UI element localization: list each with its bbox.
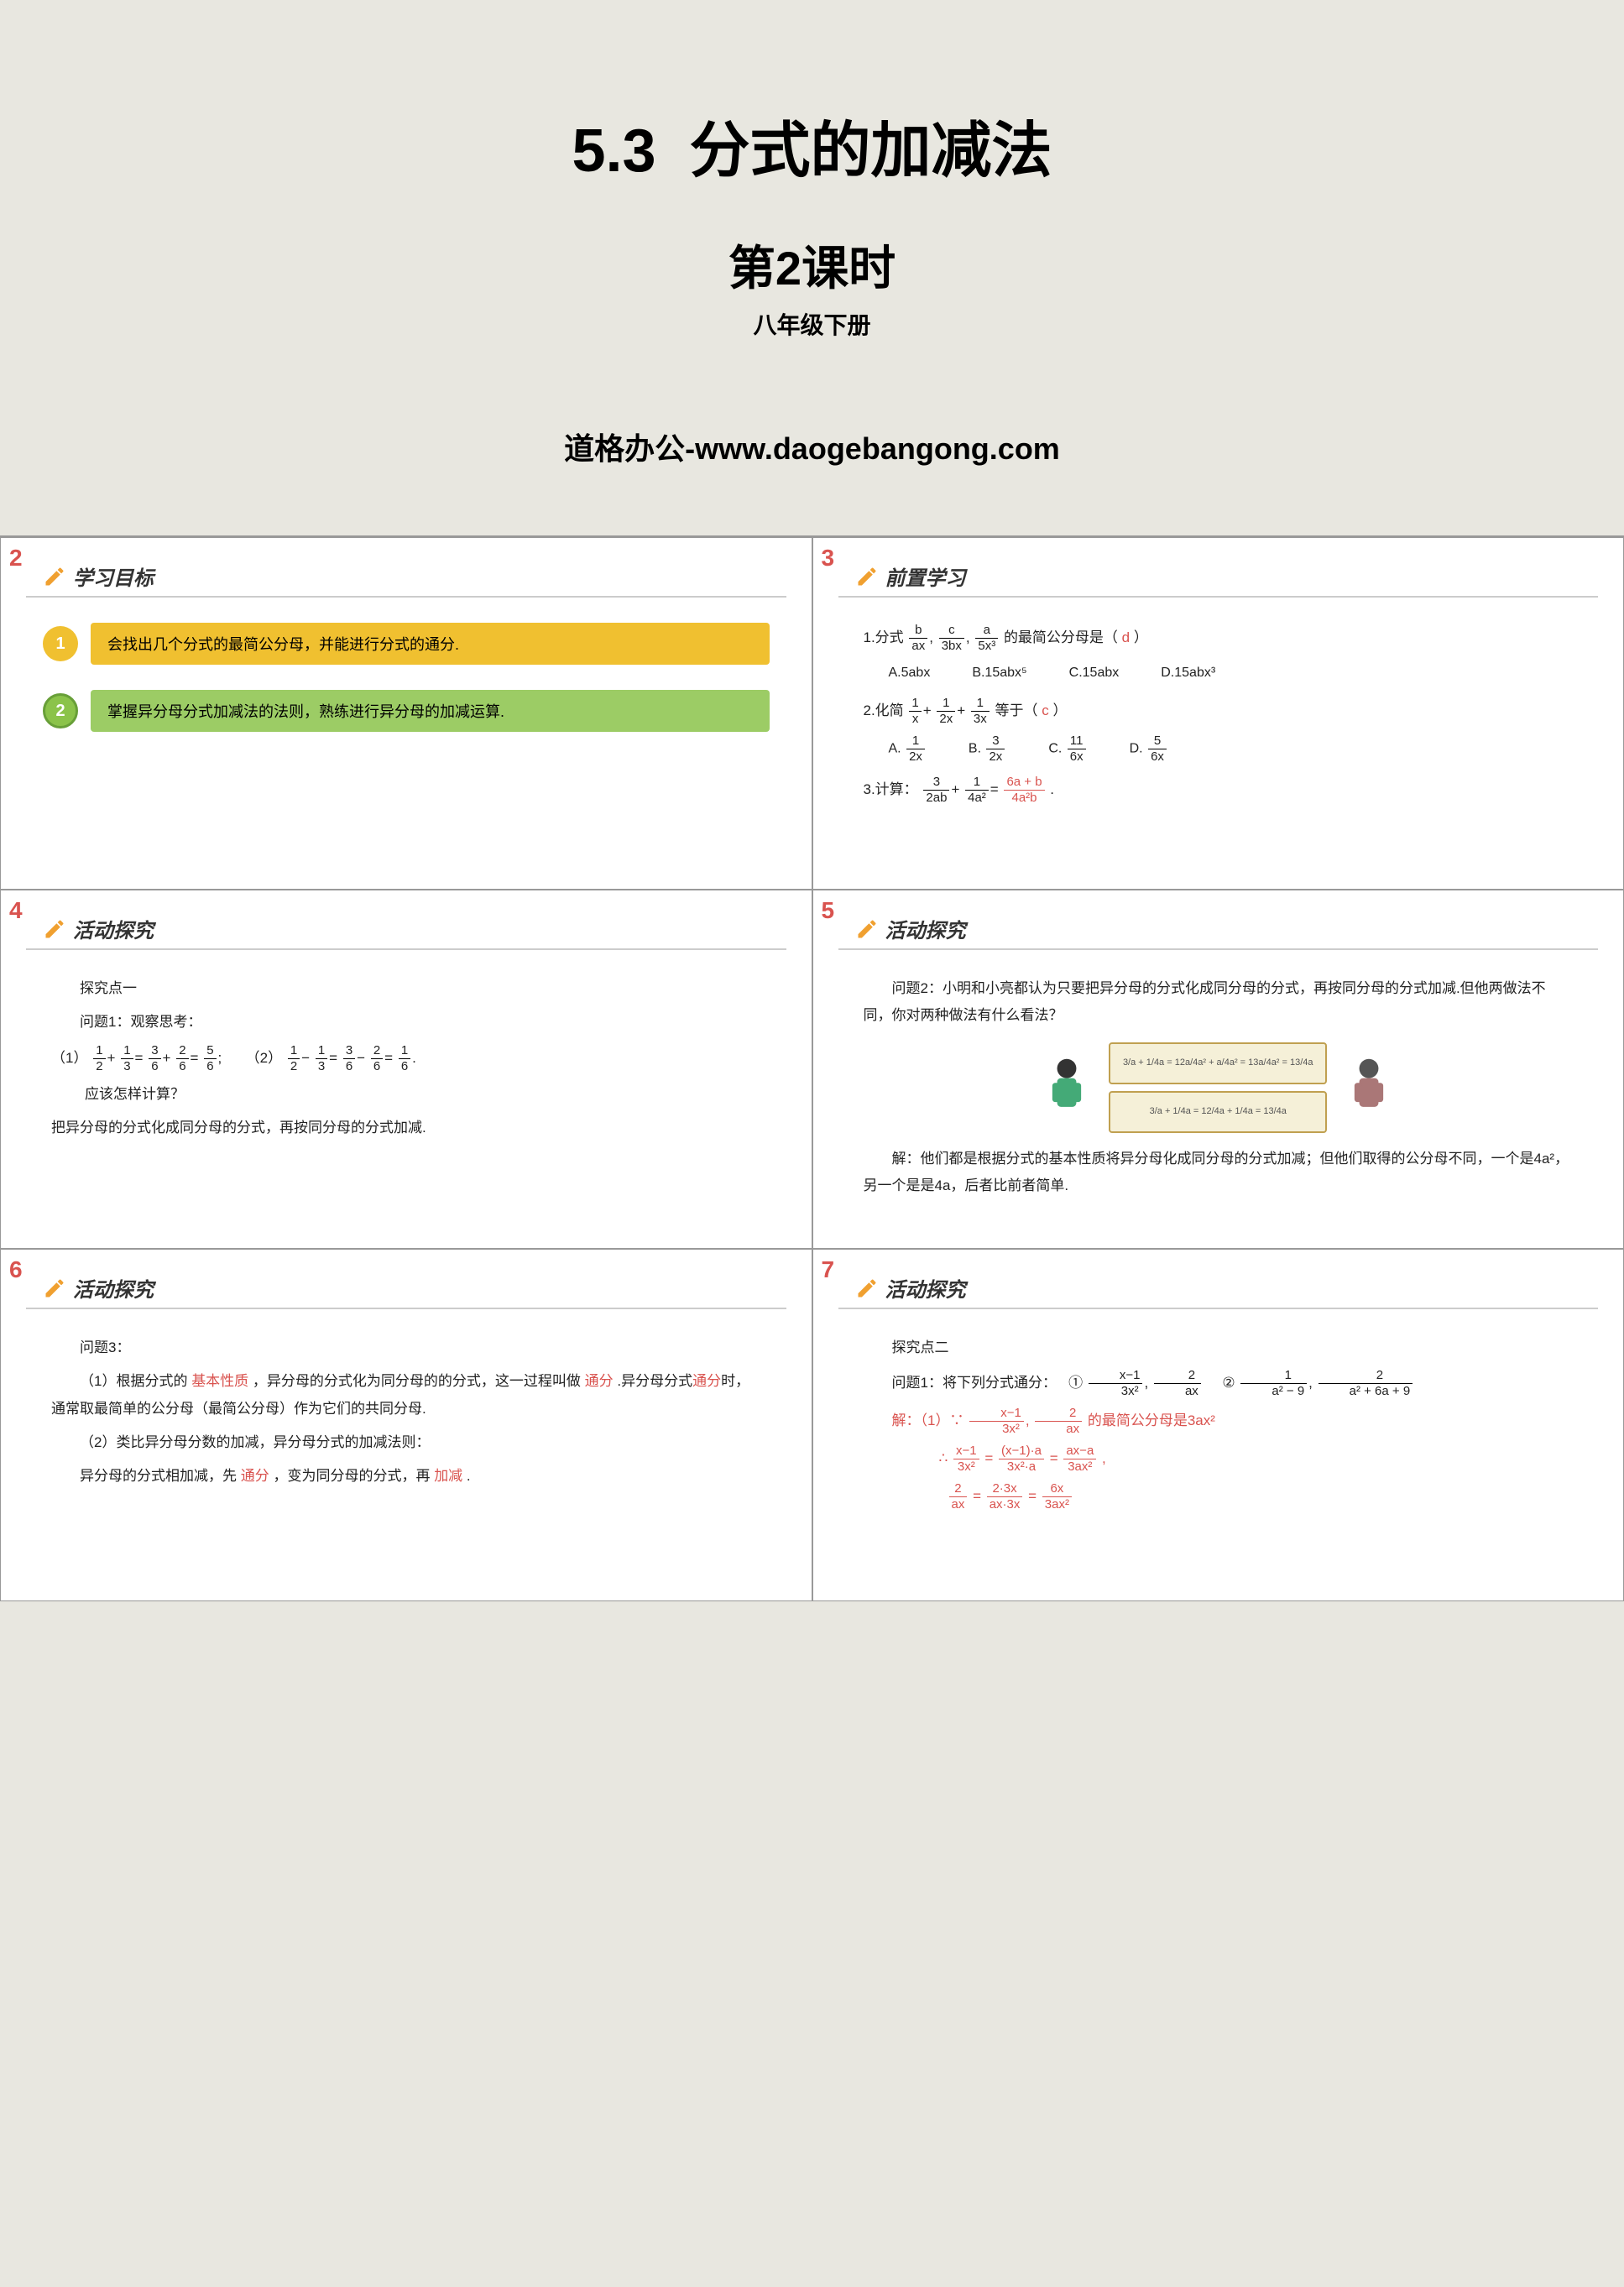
grade-label: 八年级下册	[34, 307, 1590, 341]
goal-text: 会找出几个分式的最简公分母，并能进行分式的通分.	[91, 623, 770, 665]
pencil-icon	[855, 1277, 879, 1300]
slide-header: 活动探究	[838, 1273, 1599, 1309]
options: A.5abx B.15abx⁵ C.15abx D.15abx³	[889, 661, 1574, 686]
slide-header: 活动探究	[26, 1273, 786, 1309]
solution-line-2: ∴ x−13x² = (x−1)·a3x²·a = ax−a3ax² ,	[939, 1444, 1574, 1475]
pencil-icon	[855, 565, 879, 588]
question-label: 问题1：观察思考：	[51, 1009, 761, 1036]
content: 探究点一 问题1：观察思考： （1） 12+ 13= 36+ 26= 56; （…	[26, 967, 786, 1157]
slide-title: 活动探究	[73, 914, 154, 943]
site-url: 道格办公-www.daogebangong.com	[34, 425, 1590, 468]
sub-heading: 探究点二	[864, 1334, 1574, 1361]
slide-header: 活动探究	[26, 914, 786, 950]
board-2: 3/a + 1/4a = 12/4a + 1/4a = 13/4a	[1109, 1091, 1327, 1133]
slide-header: 前置学习	[838, 561, 1599, 598]
slide-header: 学习目标	[26, 561, 786, 598]
pencil-icon	[43, 917, 66, 941]
board-1: 3/a + 1/4a = 12a/4a² + a/4a² = 13a/4a² =…	[1109, 1042, 1327, 1084]
slide-number: 5	[822, 897, 835, 924]
goal-2: 2 掌握异分母分式加减法的法则，熟练进行异分母的加减运算.	[43, 690, 770, 732]
question-label: 问题3：	[51, 1334, 761, 1361]
hint: 应该怎样计算？	[85, 1081, 761, 1108]
slide-3: 3 前置学习 1.分式 bax, c3bx, a5x³ 的最简公分母是（ d ）…	[812, 537, 1624, 890]
goal-number: 1	[43, 626, 78, 661]
question-3: 3.计算： 32ab+ 14a²= 6a + b4a²b .	[864, 775, 1574, 806]
slide-7: 7 活动探究 探究点二 问题1：将下列分式通分： ① x−13x², 2ax ②…	[812, 1249, 1624, 1601]
slide-title: 前置学习	[885, 561, 966, 591]
slide-4: 4 活动探究 探究点一 问题1：观察思考： （1） 12+ 13= 36+ 26…	[0, 890, 812, 1249]
slide-title: 活动探究	[73, 1273, 154, 1303]
answer-text: 把异分母的分式化成同分母的分式，再按同分母的分式加减.	[51, 1115, 761, 1141]
goal-1: 1 会找出几个分式的最简公分母，并能进行分式的通分.	[43, 623, 770, 665]
slide-number: 2	[9, 545, 23, 572]
question-2: 2.化简 1x+ 12x+ 13x 等于（ c ）	[864, 696, 1574, 727]
lesson-title: 第2课时	[34, 231, 1590, 299]
slide-5: 5 活动探究 问题2：小明和小亮都认为只要把异分母的分式化成同分母的分式，再按同…	[812, 890, 1624, 1249]
content: 探究点二 问题1：将下列分式通分： ① x−13x², 2ax ② 1a² − …	[838, 1326, 1599, 1527]
person-icon	[1344, 1054, 1394, 1121]
options: A. 12x B. 32x C. 116x D. 56x	[889, 734, 1574, 765]
question-1: 1.分式 bax, c3bx, a5x³ 的最简公分母是（ d ）	[864, 623, 1574, 654]
slide-title: 活动探究	[885, 1273, 966, 1303]
solution-line-1: 解：（1）∵ x−13x², 2ax 的最简公分母是3ax²	[864, 1406, 1574, 1437]
goal-number: 2	[43, 693, 78, 728]
sub-heading: 探究点一	[51, 975, 761, 1002]
slide-number: 6	[9, 1256, 23, 1283]
pencil-icon	[43, 1277, 66, 1300]
content: 问题3： （1）根据分式的 基本性质 ，异分母的分式化为同分母的的分式，这一过程…	[26, 1326, 786, 1505]
pencil-icon	[43, 565, 66, 588]
solution-text: 解：他们都是根据分式的基本性质将异分母化成同分母的分式加减；但他们取得的公分母不…	[864, 1146, 1574, 1200]
page-title: 5.3 分式的加减法	[34, 101, 1590, 189]
person-icon	[1042, 1054, 1092, 1121]
slide-2: 2 学习目标 1 会找出几个分式的最简公分母，并能进行分式的通分. 2 掌握异分…	[0, 537, 812, 890]
equation-row: （1） 12+ 13= 36+ 26= 56; （2） 12− 13= 36− …	[51, 1043, 761, 1074]
slide-6: 6 活动探究 问题3： （1）根据分式的 基本性质 ，异分母的分式化为同分母的的…	[0, 1249, 812, 1601]
content: 问题2：小明和小亮都认为只要把异分母的分式化成同分母的分式，再按同分母的分式加减…	[838, 967, 1599, 1214]
solution-line-3: 2ax = 2·3xax·3x = 6x3ax²	[948, 1481, 1574, 1512]
slide-number: 3	[822, 545, 835, 572]
pencil-icon	[855, 917, 879, 941]
para-1: （1）根据分式的 基本性质 ，异分母的分式化为同分母的的分式，这一过程叫做 通分…	[51, 1368, 761, 1423]
slide-number: 4	[9, 897, 23, 924]
title-slide: 5.3 分式的加减法 第2课时 八年级下册 道格办公-www.daogebang…	[0, 0, 1624, 537]
goal-text: 掌握异分母分式加减法的法则，熟练进行异分母的加减运算.	[91, 690, 770, 732]
para-3: 异分母的分式相加减，先 通分 ，变为同分母的分式，再 加减 .	[51, 1463, 761, 1490]
slide-header: 活动探究	[838, 914, 1599, 950]
question-text: 问题1：将下列分式通分： ① x−13x², 2ax ② 1a² − 9, 2a…	[864, 1368, 1574, 1399]
slide-title: 学习目标	[73, 561, 154, 591]
content: 1.分式 bax, c3bx, a5x³ 的最简公分母是（ d ） A.5abx…	[838, 614, 1599, 821]
para-2: （2）类比异分母分数的加减，异分母分式的加减法则：	[51, 1429, 761, 1456]
question-text: 问题2：小明和小亮都认为只要把异分母的分式化成同分母的分式，再按同分母的分式加减…	[864, 975, 1574, 1030]
slide-number: 7	[822, 1256, 835, 1283]
illustration: 3/a + 1/4a = 12a/4a² + a/4a² = 13a/4a² =…	[864, 1042, 1574, 1133]
slide-grid: 2 学习目标 1 会找出几个分式的最简公分母，并能进行分式的通分. 2 掌握异分…	[0, 537, 1624, 1601]
slide-title: 活动探究	[885, 914, 966, 943]
